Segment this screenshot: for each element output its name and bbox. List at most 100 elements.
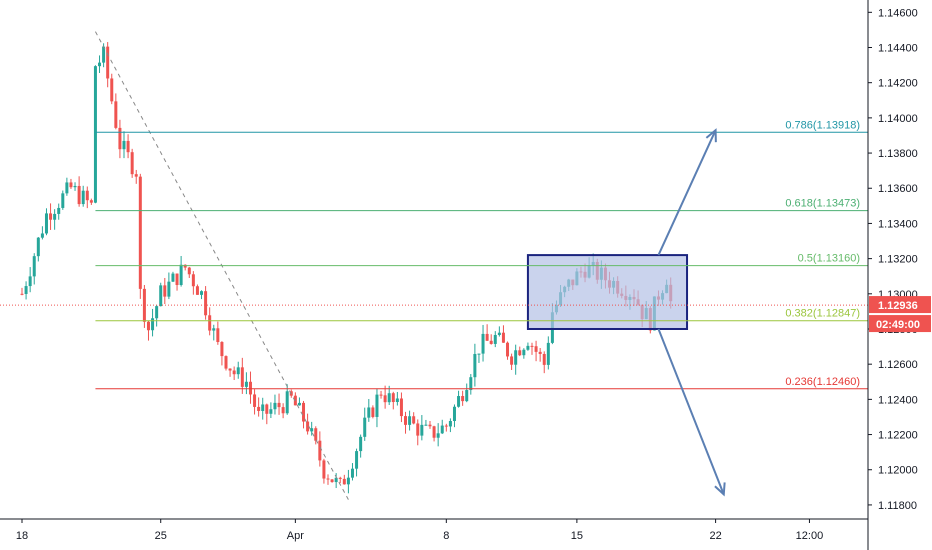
candle-body [253, 394, 257, 407]
candle-body [412, 416, 416, 424]
candle-body [522, 349, 526, 356]
candle-body [452, 406, 456, 422]
arrow-head [705, 128, 717, 143]
candle-body [538, 351, 542, 354]
candle-body [77, 185, 81, 205]
candle-body [163, 285, 167, 297]
fib-label: 0.236(1.12460) [785, 376, 860, 388]
candle-body [232, 370, 236, 375]
time-tick-label: 25 [155, 530, 167, 542]
candle-body [428, 424, 432, 427]
candle-body [102, 46, 106, 63]
time-tick-label: 8 [443, 530, 449, 542]
candle-body [469, 377, 473, 391]
range-box[interactable] [526, 254, 689, 330]
candle-body [195, 286, 199, 295]
candle-body [220, 342, 224, 357]
candle-body [346, 477, 350, 485]
candle-body [440, 425, 444, 434]
fib-label: 0.382(1.12847) [785, 308, 860, 320]
candle-body [81, 190, 85, 205]
candle-body [514, 350, 518, 365]
candle-body [338, 477, 342, 479]
candle-body [330, 479, 334, 483]
time-axis[interactable]: 18 25 Apr 8 15 22 12:00 [0, 518, 868, 542]
candle-body [159, 285, 163, 307]
candle-body [204, 291, 208, 316]
candle-body [506, 342, 510, 357]
price-tick-label: 1.12400 [878, 394, 918, 406]
candle-body [224, 356, 228, 369]
candle-body [89, 200, 93, 203]
price-tick-label: 1.13600 [878, 183, 918, 195]
candle-body [134, 174, 138, 177]
candle-body [493, 334, 497, 344]
price-axis[interactable]: 1.14600 1.14400 1.14200 1.14000 1.13800 1.136… [867, 0, 918, 550]
candle-body [534, 346, 538, 352]
candle-body [436, 433, 440, 438]
candle-body [167, 281, 171, 297]
candle-body [175, 273, 179, 286]
candle-body [36, 237, 40, 257]
arrow-head [714, 482, 726, 497]
candle-body [489, 340, 493, 344]
candle-body [510, 356, 514, 365]
candle-body [200, 291, 204, 295]
candle-body [404, 416, 408, 425]
candle-body [208, 315, 212, 331]
candle-body [395, 398, 399, 403]
time-tick-label: 12:00 [796, 530, 824, 542]
countdown-tag-bg [869, 315, 931, 333]
candle-body [302, 402, 306, 422]
candle-body [53, 213, 57, 220]
candle-body [379, 394, 383, 396]
candle-body [448, 421, 452, 427]
candle-body [155, 306, 159, 319]
candle-body [326, 478, 330, 480]
candle-body [310, 428, 314, 432]
projection-arrows[interactable] [657, 128, 726, 497]
candle-body [387, 393, 391, 403]
candle-body [408, 416, 412, 425]
candle-body [261, 404, 265, 411]
candle-body [65, 182, 69, 194]
candle-body [546, 342, 550, 365]
candle-body [318, 440, 322, 461]
candle-body [171, 273, 175, 282]
time-tick-label: 18 [16, 530, 28, 542]
projection-arrow [657, 328, 725, 495]
candle-body [28, 276, 32, 287]
candle-body [265, 404, 269, 414]
price-tick-label: 1.13400 [878, 218, 918, 230]
fib-label: 0.618(1.13473) [785, 198, 860, 210]
candle-body [501, 332, 505, 343]
candle-body [73, 185, 77, 188]
candle-body [240, 367, 244, 387]
price-tick-label: 1.14200 [878, 78, 918, 90]
candle-body [212, 328, 216, 331]
projection-arrow [657, 129, 717, 256]
candle-body [118, 127, 122, 150]
candle-body [236, 367, 240, 375]
candle-body [20, 293, 24, 295]
time-tick-label: 22 [709, 530, 721, 542]
candle-body [367, 407, 371, 418]
candle-body [481, 333, 485, 354]
current-price-tag-bg [869, 296, 931, 314]
time-tick-label: 15 [571, 530, 583, 542]
candle-body [518, 350, 522, 356]
candle-body [114, 101, 118, 128]
candle-body [273, 402, 277, 410]
candle-body [465, 390, 469, 402]
candle-body [297, 402, 301, 406]
candle-body [61, 193, 65, 208]
candle-body [285, 391, 289, 414]
candle-body [420, 424, 424, 436]
price-tick-label: 1.14000 [878, 113, 918, 125]
candle-body [391, 393, 395, 403]
candle-body [399, 398, 403, 417]
candle-body [191, 274, 195, 287]
candle-body [497, 332, 501, 335]
candle-body [350, 468, 354, 478]
